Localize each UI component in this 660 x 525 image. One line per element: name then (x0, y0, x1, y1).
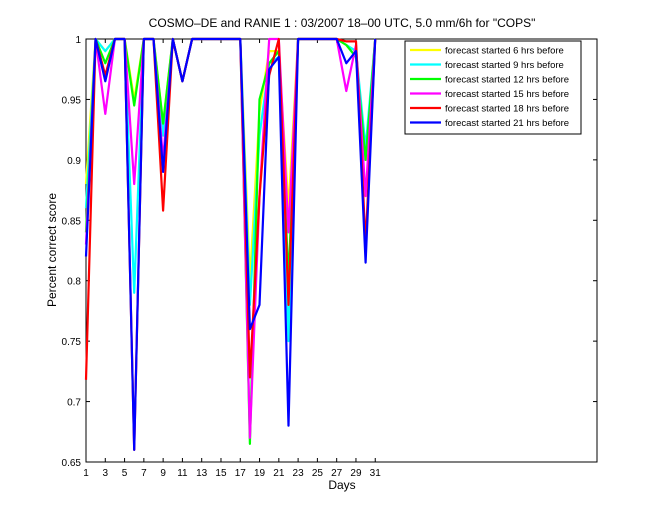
x-axis-label: Days (328, 478, 355, 492)
legend-label: forecast started 21 hrs before (445, 118, 569, 129)
y-axis-label: Percent correct score (45, 193, 59, 307)
legend-label: forecast started 9 hrs before (445, 60, 564, 71)
legend-label: forecast started 18 hrs before (445, 104, 569, 115)
x-tick-label: 3 (103, 468, 109, 479)
y-tick-label: 0.7 (67, 398, 81, 409)
x-tick-label: 19 (254, 468, 266, 479)
x-tick-label: 27 (331, 468, 343, 479)
y-tick-label: 1 (75, 35, 81, 46)
x-tick-label: 29 (350, 468, 362, 479)
legend-label: forecast started 15 hrs before (445, 89, 569, 100)
x-tick-label: 1 (83, 468, 89, 479)
series-line-6 (84, 37, 377, 451)
series-lines (84, 37, 377, 451)
y-tick-label: 0.95 (62, 95, 82, 106)
y-tick-label: 0.9 (67, 156, 81, 167)
x-tick-label: 25 (312, 468, 324, 479)
x-tick-label: 5 (122, 468, 128, 479)
legend: forecast started 6 hrs before forecast st… (404, 40, 582, 135)
legend-label: forecast started 12 hrs before (445, 75, 569, 86)
y-tick-label: 0.75 (62, 337, 82, 348)
chart-title: COSMO–DE and RANIE 1 : 03/2007 18–00 UTC… (149, 16, 536, 30)
x-tick-label: 9 (160, 468, 166, 479)
x-tick-label: 21 (273, 468, 285, 479)
y-tick-label: 0.65 (62, 458, 82, 469)
x-tick-label: 11 (177, 468, 188, 479)
x-tick-label: 15 (215, 468, 227, 479)
y-tick-label: 0.8 (67, 277, 81, 288)
y-tick-label: 0.85 (62, 216, 82, 227)
x-tick-label: 31 (370, 468, 382, 479)
x-tick-label: 23 (293, 468, 305, 479)
x-tick-label: 13 (196, 468, 208, 479)
x-tick-label: 17 (235, 468, 247, 479)
legend-label: forecast started 6 hrs before (445, 46, 564, 57)
legend-box (404, 40, 582, 135)
x-tick-label: 7 (141, 468, 147, 479)
